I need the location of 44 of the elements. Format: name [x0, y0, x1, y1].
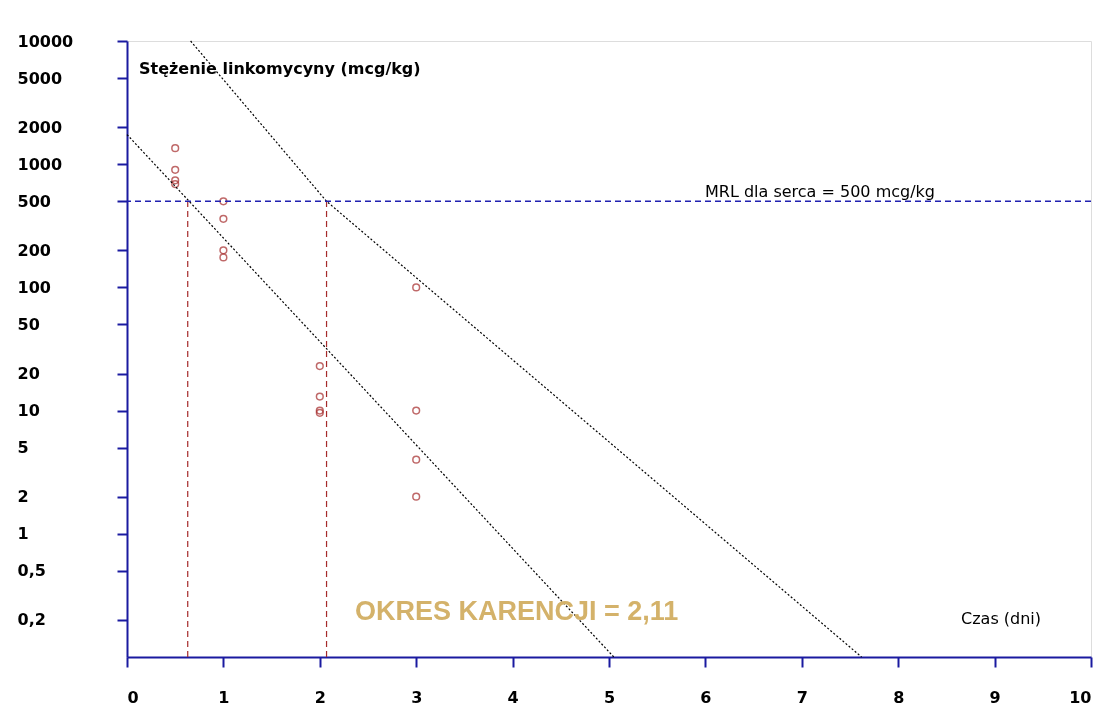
- x-tick-label: 1: [218, 687, 230, 707]
- point: [219, 246, 228, 255]
- x-tick-label: 8: [893, 687, 905, 707]
- y-tick-label: 1: [17, 524, 29, 544]
- y-tick-label: 100: [17, 277, 51, 297]
- point: [171, 144, 180, 153]
- point: [219, 253, 228, 262]
- y-tick-label: 5: [17, 438, 29, 458]
- point: [315, 361, 324, 371]
- point: [315, 392, 324, 401]
- y-tick-label: 2: [17, 487, 29, 507]
- y-tick-label: 0,2: [17, 610, 46, 630]
- y-axis-title: Stężenie linkomycyny (mcg/kg): [139, 59, 421, 78]
- x-axis-title: Czas (dni): [961, 609, 1042, 628]
- y-tick-label: 500: [17, 191, 51, 211]
- point: [171, 179, 180, 189]
- y-tick-label: 20: [17, 364, 40, 384]
- ref-line-label: MRL dla serca = 500 mcg/kg: [705, 182, 935, 202]
- point: [219, 214, 228, 223]
- x-tick-label: 6: [700, 687, 712, 707]
- x-tick-label: 10: [1069, 687, 1092, 707]
- y-tick-label: 10000: [17, 31, 74, 51]
- point: [171, 176, 180, 185]
- y-tick-label: 2000: [17, 117, 63, 137]
- x-tick-label: 9: [989, 687, 1001, 707]
- x-tick-label: 3: [411, 687, 423, 707]
- y-tick-label: 5000: [17, 68, 63, 88]
- x-tick-label: 2: [314, 687, 326, 707]
- point: [171, 165, 180, 174]
- y-tick-label: 0,5: [17, 561, 46, 581]
- y-tick-label: 1000: [17, 154, 63, 174]
- point: [412, 455, 421, 464]
- annotation: OKRES KARENCJI = 2,11: [355, 596, 679, 626]
- point: [219, 197, 228, 206]
- x-tick-label: 7: [796, 687, 808, 707]
- x-tick-label: 4: [507, 687, 519, 707]
- point: [412, 492, 421, 501]
- point: [412, 283, 421, 292]
- y-tick-label: 50: [17, 314, 40, 334]
- y-tick-label: 200: [17, 240, 51, 260]
- x-tick-label: 5: [603, 687, 616, 707]
- point: [412, 406, 421, 415]
- y-tick-label: 10: [17, 401, 40, 421]
- x-tick-label: 0: [127, 687, 139, 707]
